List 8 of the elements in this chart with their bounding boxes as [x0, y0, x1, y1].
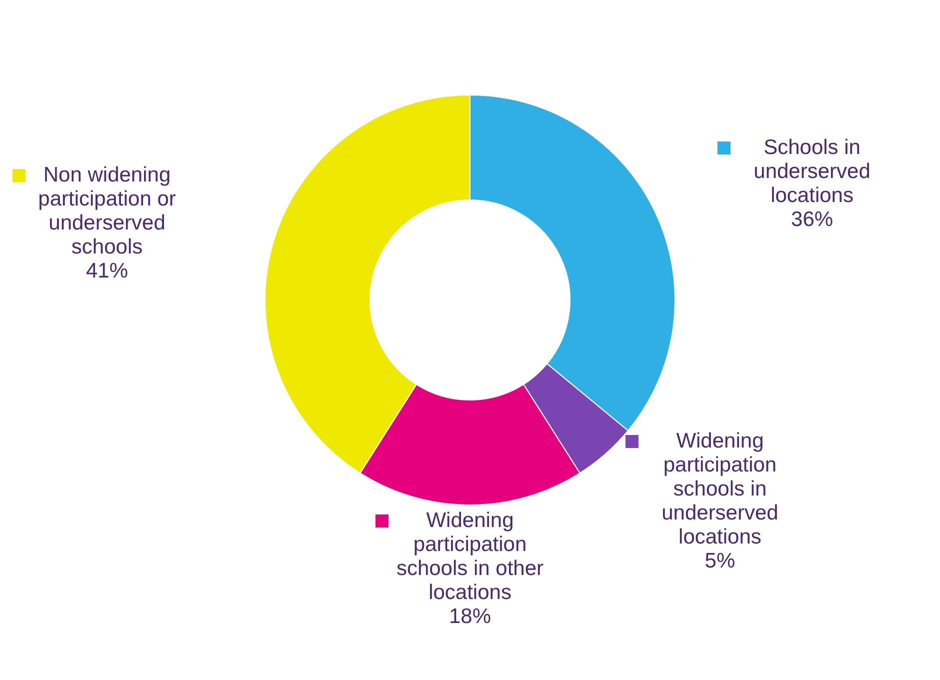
- data-label: 5%: [704, 550, 736, 573]
- data-label: 18%: [448, 605, 492, 628]
- legend-label: Schools in underserved locations: [754, 136, 870, 208]
- legend-label: Widening participation schools in other locations: [396, 509, 544, 604]
- data-label: 41%: [86, 260, 128, 283]
- data-label: 36%: [791, 208, 834, 232]
- legend-label: Widening participation schools in underserved locations: [662, 430, 778, 549]
- legend-label: Non widening participation or underserved schools: [38, 164, 176, 259]
